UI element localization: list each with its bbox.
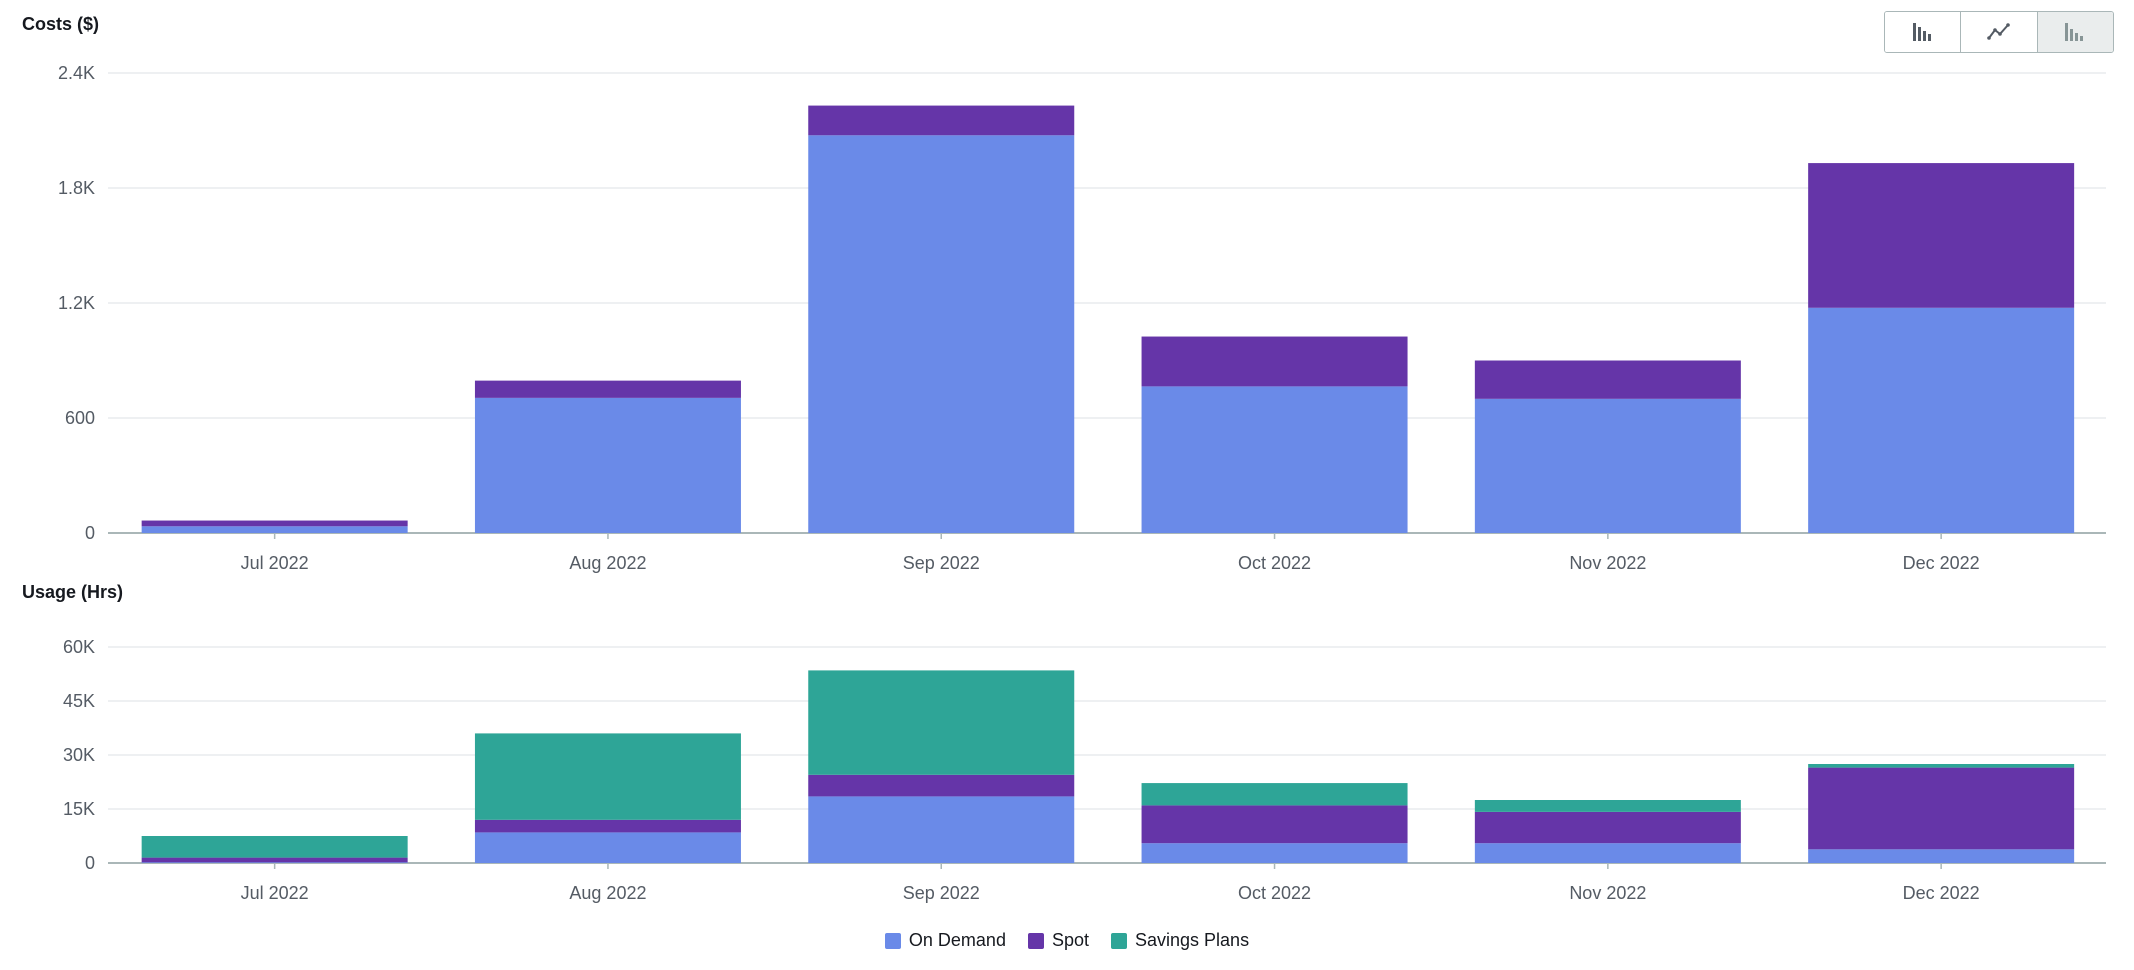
usage-chart: 0 15K 30K 45K 60K Jul 2022 Aug 2022 Sep 2022 Oct… (63, 637, 2106, 903)
line-chart-icon (1987, 23, 2010, 40)
line-chart-button[interactable] (1961, 12, 2038, 52)
bar-chart-icon (1912, 23, 1931, 41)
bar-chart-button[interactable] (1885, 12, 1962, 52)
legend-item-on-demand[interactable]: On Demand (884, 930, 1006, 951)
y-tick-label: 45K (63, 691, 95, 711)
legend-item-savings-plans[interactable]: Savings Plans (1111, 930, 1249, 951)
y-tick-label: 2.4K (58, 63, 95, 83)
x-tick-label: Jul 2022 (241, 883, 309, 903)
chart-type-toggle (1884, 11, 2114, 53)
legend-label: Spot (1051, 930, 1089, 950)
bar-segment[interactable] (474, 733, 741, 820)
stacked-bar-chart-button[interactable] (2037, 12, 2113, 52)
bar-segment[interactable] (1141, 783, 1408, 806)
costs-chart: 0 600 1.2K 1.8K 2.4K Jul 2022 Aug 2022 Sep 2022… (58, 63, 2106, 573)
x-tick-label: Sep 2022 (903, 883, 980, 903)
bar-segment[interactable] (1808, 163, 2075, 308)
x-tick-label: Aug 2022 (569, 883, 646, 903)
legend-swatch (1027, 932, 1044, 949)
x-tick-label: Nov 2022 (1569, 883, 1646, 903)
legend-label: On Demand (908, 930, 1006, 950)
bar-segment[interactable] (808, 105, 1075, 136)
chart-legend: On Demand Spot Savings Plans (0, 930, 2134, 951)
bar-segment[interactable] (1808, 767, 2075, 850)
y-tick-label: 60K (63, 637, 95, 657)
legend-swatch (1111, 932, 1127, 949)
bar-segment[interactable] (1808, 849, 2075, 863)
bar-segment[interactable] (474, 819, 741, 833)
bar-segment[interactable] (1808, 307, 2075, 533)
bar-segment[interactable] (1474, 843, 1741, 863)
bar-segment[interactable] (141, 520, 408, 527)
x-tick-label: Sep 2022 (903, 553, 980, 573)
bar-segment[interactable] (141, 526, 408, 533)
bar-segment[interactable] (141, 857, 408, 863)
bar-segment[interactable] (141, 862, 408, 863)
x-tick-label: Dec 2022 (1903, 553, 1980, 573)
legend-item-spot[interactable]: Spot (1027, 930, 1089, 951)
bar-segment[interactable] (1474, 360, 1741, 399)
costs-chart-title: Costs ($) (22, 14, 100, 34)
y-tick-label: 0 (85, 523, 95, 543)
legend-swatch (884, 932, 901, 949)
bar-segment[interactable] (474, 832, 741, 863)
y-tick-label: 15K (63, 799, 95, 819)
x-tick-label: Oct 2022 (1238, 553, 1311, 573)
bar-segment[interactable] (808, 135, 1075, 533)
legend-label: Savings Plans (1135, 930, 1250, 950)
bar-segment[interactable] (1808, 764, 2075, 768)
bar-segment[interactable] (474, 380, 741, 398)
bar-segment[interactable] (808, 670, 1075, 775)
bar-segment[interactable] (808, 774, 1075, 797)
bar-segment[interactable] (1474, 800, 1741, 812)
bar-segment[interactable] (1474, 398, 1741, 533)
stacked-bar-chart-icon (2065, 23, 2084, 41)
bar-segment[interactable] (1141, 386, 1408, 533)
x-tick-label: Oct 2022 (1238, 883, 1311, 903)
bar-segment[interactable] (1474, 811, 1741, 844)
y-tick-label: 0 (85, 853, 95, 873)
bar-segment[interactable] (474, 397, 741, 533)
y-tick-label: 1.8K (58, 178, 95, 198)
bar-segment[interactable] (141, 836, 408, 858)
x-tick-label: Dec 2022 (1903, 883, 1980, 903)
bar-segment[interactable] (808, 796, 1075, 863)
bar-segment[interactable] (1141, 805, 1408, 844)
x-tick-label: Jul 2022 (241, 553, 309, 573)
usage-chart-title: Usage (Hrs) (22, 582, 124, 602)
y-tick-label: 600 (65, 408, 95, 428)
x-tick-label: Aug 2022 (569, 553, 646, 573)
bar-segment[interactable] (1141, 336, 1408, 387)
bar-segment[interactable] (1141, 843, 1408, 863)
y-tick-label: 1.2K (58, 293, 95, 313)
x-tick-label: Nov 2022 (1569, 553, 1646, 573)
y-tick-label: 30K (63, 745, 95, 765)
